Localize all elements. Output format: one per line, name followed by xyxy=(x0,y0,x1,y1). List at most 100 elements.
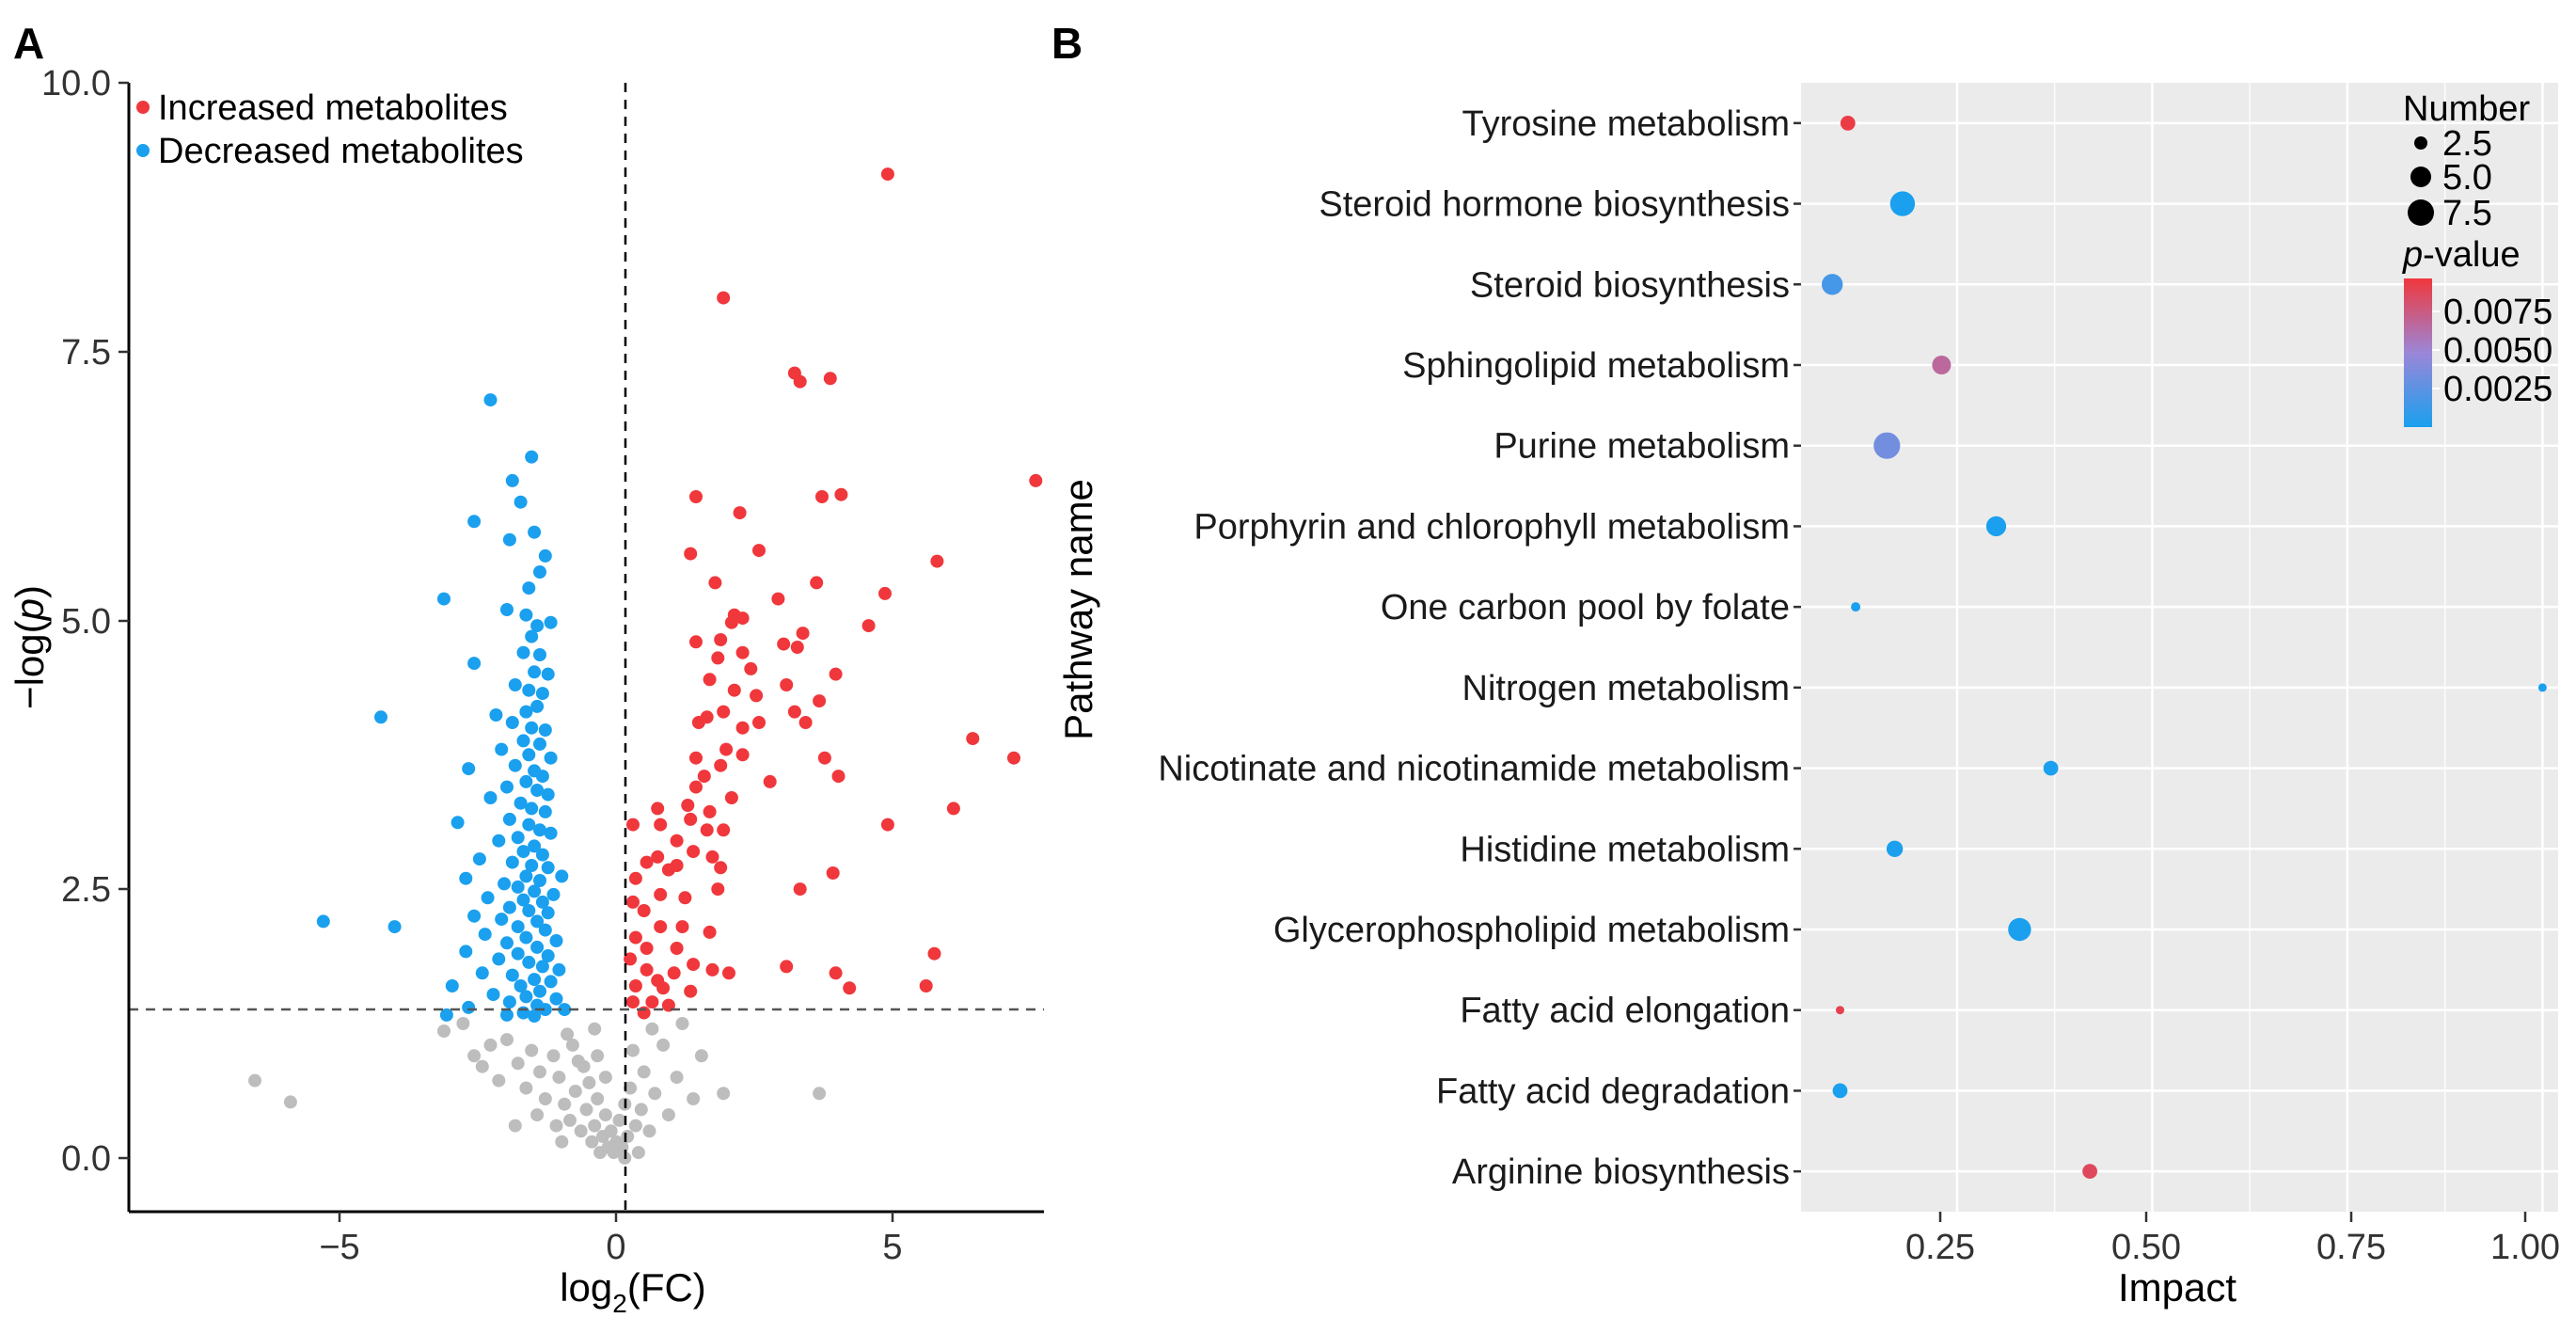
decreased-metabolite-point xyxy=(522,683,536,697)
pathway-bubble xyxy=(1851,602,1861,612)
nonsignificant-point xyxy=(656,1038,671,1052)
nonsignificant-point xyxy=(549,1119,563,1133)
decreased-metabolite-point xyxy=(516,893,530,907)
increased-metabolite-point xyxy=(654,920,668,934)
legend-size-marker xyxy=(2414,136,2427,150)
increased-metabolite-point xyxy=(831,770,845,784)
increased-metabolite-point xyxy=(966,732,980,746)
pathway-label: Purine metabolism xyxy=(1493,427,1790,467)
nonsignificant-point xyxy=(467,1049,482,1063)
increased-metabolite-point xyxy=(689,780,703,794)
nonsignificant-point xyxy=(483,1038,498,1052)
increased-metabolite-point xyxy=(752,544,766,558)
increased-metabolite-point xyxy=(687,958,701,972)
increased-metabolite-point xyxy=(628,930,642,945)
increased-metabolite-point xyxy=(640,962,654,977)
decreased-metabolite-point xyxy=(478,928,492,942)
decreased-metabolite-point xyxy=(522,818,536,832)
decreased-metabolite-point xyxy=(535,895,549,909)
decreased-metabolite-point xyxy=(538,1003,552,1017)
decreased-metabolite-point xyxy=(522,581,536,595)
increased-metabolite-point xyxy=(687,845,701,859)
decreased-metabolite-point xyxy=(500,936,514,950)
decreased-metabolite-point xyxy=(555,869,569,883)
decreased-metabolite-point xyxy=(541,949,555,962)
increased-metabolite-point xyxy=(681,799,695,812)
increased-metabolite-point xyxy=(826,866,840,880)
decreased-metabolite-point xyxy=(508,678,522,691)
pathway-label: Nicotinate and nicotinamide metabolism xyxy=(1158,750,1790,789)
decreased-metabolite-point xyxy=(530,914,545,929)
x-tick-label: 0 xyxy=(606,1228,625,1267)
nonsignificant-point xyxy=(585,1135,599,1149)
pathway-bubble xyxy=(1873,432,1901,459)
decreased-metabolite-point xyxy=(544,615,558,629)
increased-metabolite-point xyxy=(735,645,750,659)
pathway-bubble xyxy=(1932,356,1952,374)
increased-metabolite-point xyxy=(697,770,711,784)
decreased-metabolite-point xyxy=(500,1008,514,1022)
pathway-bubble xyxy=(2043,760,2059,776)
nonsignificant-point xyxy=(563,1113,577,1127)
decreased-metabolite-point xyxy=(445,979,459,992)
decreased-metabolite-point xyxy=(481,891,495,905)
increased-metabolite-point xyxy=(684,547,698,561)
pathway-bubble xyxy=(1985,516,2007,537)
decreased-metabolite-point xyxy=(519,990,533,1004)
decreased-metabolite-point xyxy=(530,784,545,797)
nonsignificant-point xyxy=(675,1017,689,1030)
legend-size-label: 2.5 xyxy=(2442,124,2492,164)
decreased-metabolite-point xyxy=(498,877,512,891)
plot-grid xyxy=(1801,83,2558,1212)
increased-metabolite-point xyxy=(780,960,794,974)
decreased-metabolite-point xyxy=(519,705,533,719)
increased-metabolite-point xyxy=(878,586,892,600)
decreased-metabolite-point xyxy=(533,737,546,751)
decreased-metabolite-point xyxy=(439,1008,453,1022)
nonsignificant-point xyxy=(533,1065,546,1079)
pathway-bubble xyxy=(1886,840,1904,857)
pathway-label: Tyrosine metabolism xyxy=(1462,104,1790,144)
increased-metabolite-point xyxy=(880,167,894,182)
increased-metabolite-point xyxy=(714,633,728,646)
increased-metabolite-point xyxy=(691,716,705,729)
x-tick-label: 0.75 xyxy=(2316,1228,2386,1267)
legend-marker-increased xyxy=(136,101,150,114)
y-tick-label: 10.0 xyxy=(41,64,111,103)
increased-metabolite-point xyxy=(1007,751,1020,765)
legend-size-marker xyxy=(2408,199,2434,226)
increased-metabolite-point xyxy=(735,611,750,626)
decreased-metabolite-point xyxy=(525,721,539,735)
decreased-metabolite-point xyxy=(516,845,530,859)
increased-metabolite-point xyxy=(817,751,831,765)
decreased-metabolite-point xyxy=(511,880,525,894)
increased-metabolite-point xyxy=(829,966,843,980)
increased-metabolite-point xyxy=(703,925,717,939)
nonsignificant-point xyxy=(604,1124,618,1138)
increased-metabolite-point xyxy=(724,615,738,629)
x-tick-label: 5 xyxy=(882,1228,902,1267)
increased-metabolite-point xyxy=(798,716,813,729)
nonsignificant-point xyxy=(624,1081,638,1095)
decreased-metabolite-point xyxy=(495,742,509,756)
increased-metabolite-point xyxy=(637,904,651,917)
nonsignificant-point xyxy=(437,1024,450,1038)
pathway-label: Porphyrin and chlorophyll metabolism xyxy=(1193,507,1790,547)
increased-metabolite-point xyxy=(628,871,642,885)
nonsignificant-point xyxy=(813,1087,827,1101)
increased-metabolite-point xyxy=(661,863,675,877)
decreased-metabolite-point xyxy=(522,904,536,917)
increased-metabolite-point xyxy=(684,984,698,998)
pathway-bubble-plot: Tyrosine metabolism Steroid hormone biosy… xyxy=(1056,83,2560,1310)
decreased-metabolite-point xyxy=(462,1000,476,1014)
legend-size-label: 7.5 xyxy=(2442,194,2492,233)
x-tick-label: −5 xyxy=(319,1228,359,1267)
decreased-metabolite-point xyxy=(459,945,473,959)
increased-metabolite-point xyxy=(861,619,876,633)
y-tick-label: 7.5 xyxy=(61,333,111,373)
decreased-metabolite-point xyxy=(483,791,498,804)
decreased-metabolite-point xyxy=(467,515,482,529)
nonsignificant-point xyxy=(500,1033,514,1047)
nonsignificant-point xyxy=(582,1075,596,1089)
